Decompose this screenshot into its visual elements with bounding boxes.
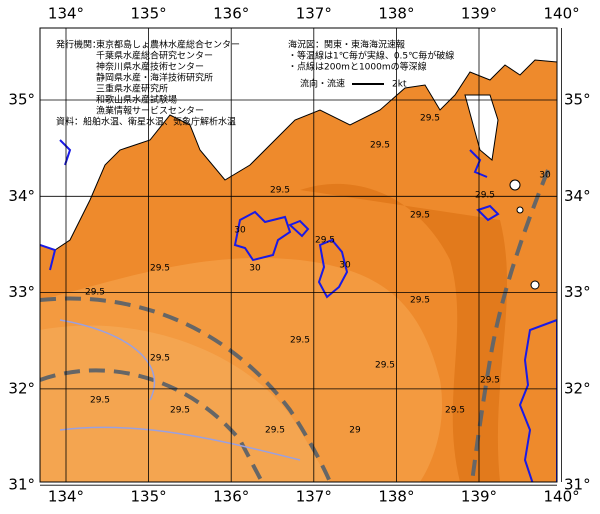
note: ・点線は200mと1000mの等深線 xyxy=(288,61,427,73)
issuer: 静岡県水産・海洋技術研究所 xyxy=(96,72,213,84)
lat-label: 33° xyxy=(8,283,35,301)
contour-label: 30 xyxy=(339,261,351,271)
isotherm-dashed xyxy=(59,319,301,461)
issuer: 漁業情報サービスセンター xyxy=(96,105,204,117)
current-axis xyxy=(40,296,332,482)
contour-label: 29.5 xyxy=(375,361,395,371)
issuer-label: 発行機関： xyxy=(56,39,101,51)
issuer: 千葉県水産総合研究センター xyxy=(96,50,213,62)
contour-label: 29.5 xyxy=(150,354,170,364)
peninsula xyxy=(464,94,499,161)
contour-label: 29.5 xyxy=(475,191,495,201)
map-body xyxy=(40,28,557,482)
contour-label: 29.5 xyxy=(265,426,285,436)
lon-label: 136° xyxy=(213,5,249,23)
contour-label: 29.5 xyxy=(150,264,170,274)
map-title: 海況図：関東・東海海況速報 xyxy=(288,39,405,51)
lon-label: 139° xyxy=(461,5,497,23)
lat-label: 31° xyxy=(8,476,35,494)
lon-label: 135° xyxy=(131,5,167,23)
issuer: 和歌山県水産試験場 xyxy=(96,94,177,106)
isotherm-30 xyxy=(288,219,310,238)
current-legend: 流向・流速 xyxy=(300,78,345,90)
contour-label: 30 xyxy=(539,171,551,181)
lat-label: 31° xyxy=(564,476,591,494)
contour-label: 29.5 xyxy=(90,396,110,406)
warm-zone xyxy=(40,325,330,482)
contour-label: 29.5 xyxy=(370,141,390,151)
lat-label: 35° xyxy=(564,91,591,109)
contour-label: 29.5 xyxy=(170,406,190,416)
current-scale: 2kt xyxy=(392,80,407,90)
issuer: 東京都島しょ農林水産総合センター xyxy=(96,39,240,51)
cool-zone xyxy=(300,183,508,482)
lon-label: 137° xyxy=(296,488,332,506)
isotherm-30 xyxy=(469,149,500,222)
lon-label: 136° xyxy=(213,488,249,506)
lat-label: 32° xyxy=(564,379,591,397)
lon-label: 137° xyxy=(296,5,332,23)
current-axis xyxy=(470,169,550,482)
isotherm-30 xyxy=(233,210,292,262)
island xyxy=(509,179,521,191)
lon-label: 140° xyxy=(544,488,580,506)
header: 発行機関： 東京都島しょ農林水産総合センター 千葉県水産総合研究センター 神奈川… xyxy=(56,39,454,128)
contour-label: 29.5 xyxy=(420,114,440,124)
lon-label: 134° xyxy=(48,488,84,506)
lon-label: 138° xyxy=(378,488,414,506)
current-axis xyxy=(40,368,264,482)
sources: 資料：船舶水温、衛星水温、気象庁解析水温 xyxy=(56,116,236,128)
lat-label: 34° xyxy=(8,187,35,205)
land xyxy=(40,28,557,251)
contour-label: 30 xyxy=(249,264,261,274)
island xyxy=(516,206,524,214)
contour-label: 29.5 xyxy=(410,296,430,306)
contour-label: 29.5 xyxy=(290,336,310,346)
lat-label: 34° xyxy=(564,187,591,205)
issuer: 神奈川県水産技術センター xyxy=(96,61,204,73)
lon-label: 139° xyxy=(461,488,497,506)
isotherm-30 xyxy=(40,139,72,271)
lat-label: 32° xyxy=(8,379,35,397)
issuer: 三重県水産研究所 xyxy=(96,83,168,95)
island xyxy=(530,280,540,290)
lon-label: 134° xyxy=(48,5,84,23)
contour-label: 29.5 xyxy=(445,406,465,416)
contour-label: 29.5 xyxy=(85,288,105,298)
lon-label: 140° xyxy=(544,5,580,23)
lat-label: 35° xyxy=(8,91,35,109)
note: ・等温線は1℃毎が実線、0.5℃毎が破線 xyxy=(288,50,454,62)
isotherm-30 xyxy=(518,318,557,482)
lon-label: 138° xyxy=(378,5,414,23)
graticule xyxy=(40,28,562,486)
contour-label: 29.5 xyxy=(270,186,290,196)
lon-label: 135° xyxy=(131,488,167,506)
isotherm-30 xyxy=(317,238,349,299)
contour-label: 30 xyxy=(234,226,246,236)
contour-label: 29.5 xyxy=(410,211,430,221)
contour-label: 29.5 xyxy=(315,236,335,246)
map-frame xyxy=(39,27,558,483)
contour-label: 29.5 xyxy=(480,376,500,386)
lat-label: 33° xyxy=(564,283,591,301)
contour-label: 29 xyxy=(349,426,361,436)
